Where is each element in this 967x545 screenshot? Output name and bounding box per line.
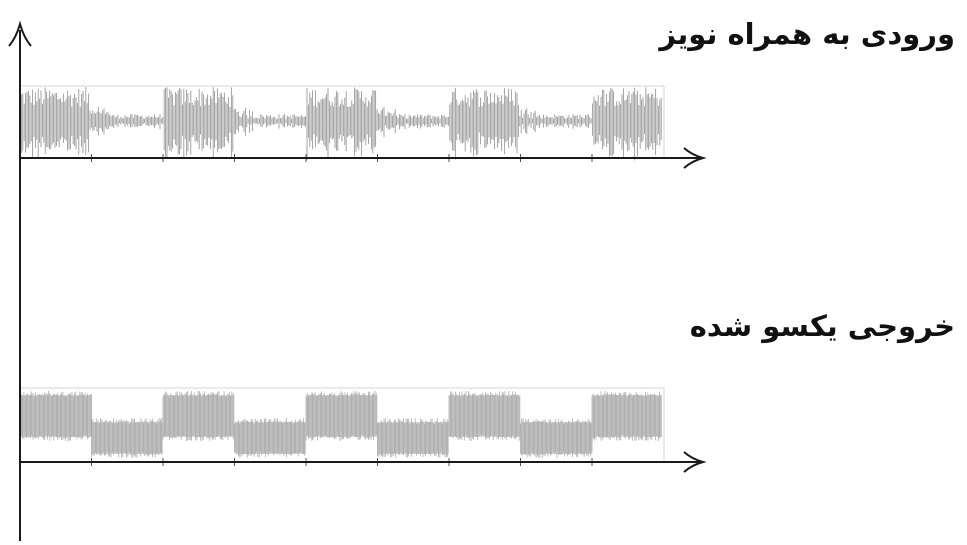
rectified-output-trace [377, 418, 449, 458]
rectified-output-trace [305, 391, 377, 441]
rectified-output-label: خروجی یکسو شده [689, 309, 955, 343]
top-axis-arrowhead-icon [683, 147, 707, 169]
rectified-output-trace [162, 391, 234, 441]
rectified-output-trace [520, 418, 593, 458]
noisy-input-label: ورودی به همراه نویز [659, 17, 955, 51]
rectified-output-trace [234, 418, 306, 458]
noisy-input-waveform [19, 87, 662, 161]
rectified-output-trace [91, 418, 163, 458]
bottom-axis-arrowhead-icon [683, 451, 707, 473]
rectified-output-waveform [19, 391, 662, 458]
rectified-output-trace [448, 391, 520, 441]
rectified-output-trace [591, 391, 662, 441]
noisy-input-trace [19, 87, 662, 161]
vertical-axis-arrowhead-icon [8, 20, 32, 47]
